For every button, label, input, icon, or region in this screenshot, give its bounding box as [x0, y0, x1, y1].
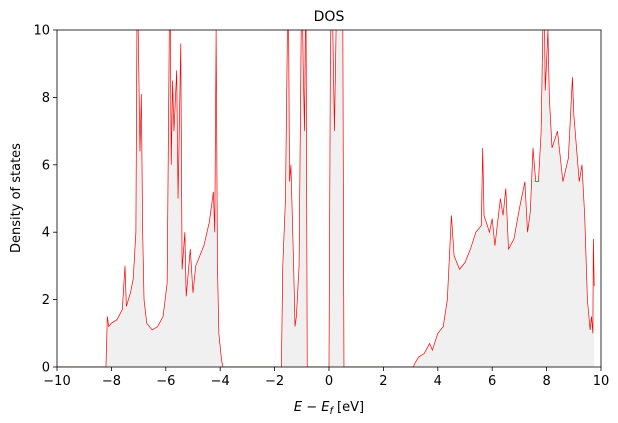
x-tick-label: −2: [265, 374, 284, 389]
y-tick-label: 8: [42, 91, 50, 106]
x-tick-label: −4: [211, 374, 230, 389]
y-tick-label: 6: [42, 158, 50, 173]
x-tick-label: 8: [542, 374, 550, 389]
x-axis-label: E − Ef [eV]: [294, 400, 364, 417]
area-fill: [57, 30, 595, 367]
x-tick-label: −8: [102, 374, 121, 389]
y-tick-label: 10: [33, 24, 50, 39]
x-tick-label: 6: [488, 374, 496, 389]
x-tick-label: −10: [43, 374, 70, 389]
x-label-var: E − E: [294, 400, 330, 415]
y-tick-label: 0: [42, 361, 50, 376]
y-tick-label: 2: [42, 293, 50, 308]
x-label-unit: [eV]: [337, 400, 364, 415]
y-axis-label: Density of states: [9, 143, 24, 253]
plot-area: [57, 30, 595, 367]
chart-title: DOS: [314, 9, 345, 25]
x-tick-label: 2: [379, 374, 387, 389]
x-tick-label: 0: [325, 374, 333, 389]
dos-line: [57, 30, 595, 367]
x-tick-label: 10: [593, 374, 610, 389]
x-label-sub: f: [330, 406, 335, 417]
x-tick-label: 4: [434, 374, 442, 389]
x-tick-label: −6: [156, 374, 175, 389]
y-tick-label: 4: [42, 226, 50, 241]
